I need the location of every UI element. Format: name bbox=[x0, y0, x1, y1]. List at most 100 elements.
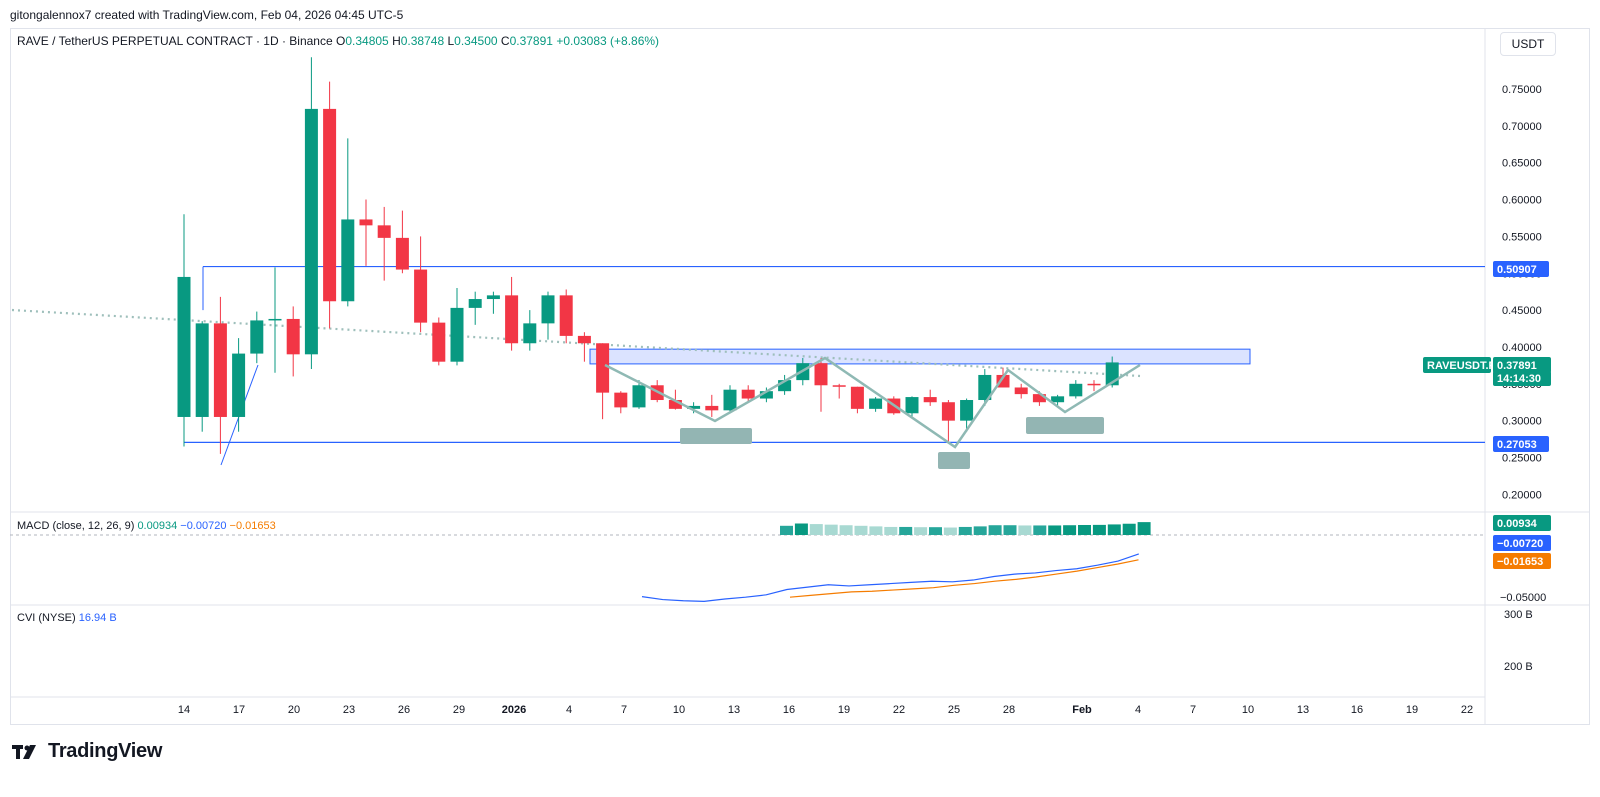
price-axis-tick: 0.40000 bbox=[1502, 342, 1542, 354]
descending-trendline bbox=[11, 308, 1141, 378]
time-axis-label: 7 bbox=[621, 704, 627, 716]
right-shoulder-marker bbox=[1026, 417, 1104, 434]
resistance-zone bbox=[589, 348, 1251, 365]
candle-body bbox=[978, 374, 992, 401]
candle-body bbox=[759, 391, 773, 399]
candle-body bbox=[523, 323, 537, 344]
candle-body bbox=[414, 269, 428, 323]
cvi-title: CVI (NYSE) bbox=[17, 612, 76, 624]
candle bbox=[577, 332, 591, 362]
symbol-price-tag-text: RAVEUSDT.P bbox=[1427, 360, 1496, 372]
candle-body bbox=[432, 322, 446, 362]
candle-body bbox=[832, 385, 846, 387]
candle bbox=[450, 287, 464, 366]
candle-body bbox=[486, 295, 500, 300]
symbol-title[interactable]: RAVE / TetherUS PERPETUAL CONTRACT · 1D … bbox=[17, 34, 333, 48]
currency-unit-button[interactable]: USDT bbox=[1500, 32, 1556, 56]
candle bbox=[596, 343, 610, 420]
candle bbox=[232, 338, 246, 432]
chart-frame bbox=[10, 28, 1590, 725]
candle bbox=[395, 210, 409, 274]
last-price-tag-bg bbox=[1493, 357, 1551, 373]
macd-line-tag: −0.00720 bbox=[1493, 535, 1551, 551]
time-axis-label: 20 bbox=[288, 704, 300, 716]
candle bbox=[468, 291, 482, 325]
candle-body bbox=[395, 237, 409, 270]
candle bbox=[559, 289, 573, 344]
candle-body bbox=[304, 108, 318, 355]
candle-body bbox=[559, 295, 573, 336]
candle bbox=[213, 296, 227, 454]
candle-body bbox=[632, 385, 646, 408]
candle bbox=[250, 311, 264, 364]
candle bbox=[905, 396, 919, 417]
cvi-legend[interactable]: CVI (NYSE) 16.94 B bbox=[17, 612, 117, 624]
macd-histogram-bar bbox=[780, 525, 793, 535]
candle-body bbox=[268, 318, 282, 321]
candle bbox=[869, 397, 883, 412]
last-price-tag: 0.37891 bbox=[1493, 357, 1551, 373]
macd-histogram-bar bbox=[1048, 525, 1062, 535]
time-axis-label: 23 bbox=[343, 704, 355, 716]
candle-body bbox=[250, 320, 264, 354]
candle-body bbox=[814, 363, 828, 386]
macd-signal-value: −0.01653 bbox=[229, 520, 276, 532]
candle-body bbox=[468, 299, 482, 308]
candle bbox=[723, 385, 737, 414]
level-high-tag-text: 0.50907 bbox=[1497, 264, 1537, 276]
time-axis-label: 13 bbox=[728, 704, 740, 716]
time-axis-label: 29 bbox=[453, 704, 465, 716]
candle bbox=[614, 391, 628, 414]
head-marker bbox=[938, 452, 970, 469]
macd-legend[interactable]: MACD (close, 12, 26, 9) 0.00934 −0.00720… bbox=[17, 520, 276, 532]
candle-body bbox=[723, 389, 737, 411]
candle bbox=[177, 214, 191, 447]
candle-body bbox=[213, 323, 227, 417]
macd-line-tag-text: −0.00720 bbox=[1497, 538, 1543, 550]
candle bbox=[978, 369, 992, 406]
candle-body bbox=[377, 225, 391, 238]
macd-hist-tag: 0.00934 bbox=[1493, 515, 1551, 531]
close-label: C bbox=[500, 34, 510, 48]
price-axis-tick: 0.75000 bbox=[1502, 84, 1542, 96]
candle-body bbox=[941, 402, 955, 421]
macd-signal-tag: −0.01653 bbox=[1493, 553, 1551, 569]
candle-body bbox=[1032, 394, 1046, 403]
candle bbox=[960, 398, 974, 432]
candle-body bbox=[996, 374, 1010, 388]
macd-histogram-bar bbox=[1033, 525, 1047, 535]
macd-histogram-bar bbox=[899, 526, 913, 535]
macd-signal-line bbox=[789, 559, 1139, 598]
low-value: 0.34500 bbox=[454, 34, 498, 48]
macd-line-value: −0.00720 bbox=[180, 520, 227, 532]
price-axis-tick: 0.65000 bbox=[1502, 158, 1542, 170]
candle-body bbox=[960, 400, 974, 421]
macd-histogram-bar bbox=[794, 523, 808, 535]
candle-body bbox=[195, 323, 209, 417]
time-axis-label: 22 bbox=[893, 704, 905, 716]
cvi-value: 16.94 B bbox=[78, 612, 117, 624]
macd-histogram-bar bbox=[1078, 524, 1091, 535]
candle bbox=[632, 380, 646, 409]
candle-body bbox=[505, 295, 519, 344]
time-axis-label: 16 bbox=[1351, 704, 1363, 716]
macd-histogram-bar bbox=[1122, 523, 1136, 535]
countdown-tag: 14:14:30 bbox=[1493, 371, 1551, 386]
macd-histogram-bar bbox=[869, 526, 883, 535]
candle bbox=[505, 276, 519, 351]
time-axis-label: 10 bbox=[673, 704, 685, 716]
time-axis-label: 7 bbox=[1190, 704, 1196, 716]
candle bbox=[832, 383, 846, 399]
time-axis-label: 19 bbox=[838, 704, 850, 716]
candle-body bbox=[705, 405, 719, 411]
level-low-tag-bg bbox=[1493, 436, 1549, 452]
time-axis-label: 4 bbox=[1135, 704, 1141, 716]
tradingview-logo[interactable]: TradingView bbox=[12, 740, 162, 763]
countdown-tag-bg bbox=[1493, 371, 1551, 386]
candle-body bbox=[596, 343, 610, 393]
macd-histogram-bar bbox=[1018, 525, 1032, 535]
macd-hist-tag-text: 0.00934 bbox=[1497, 518, 1538, 530]
candle bbox=[923, 389, 937, 406]
macd-axis-tick: −0.05000 bbox=[1500, 592, 1546, 604]
